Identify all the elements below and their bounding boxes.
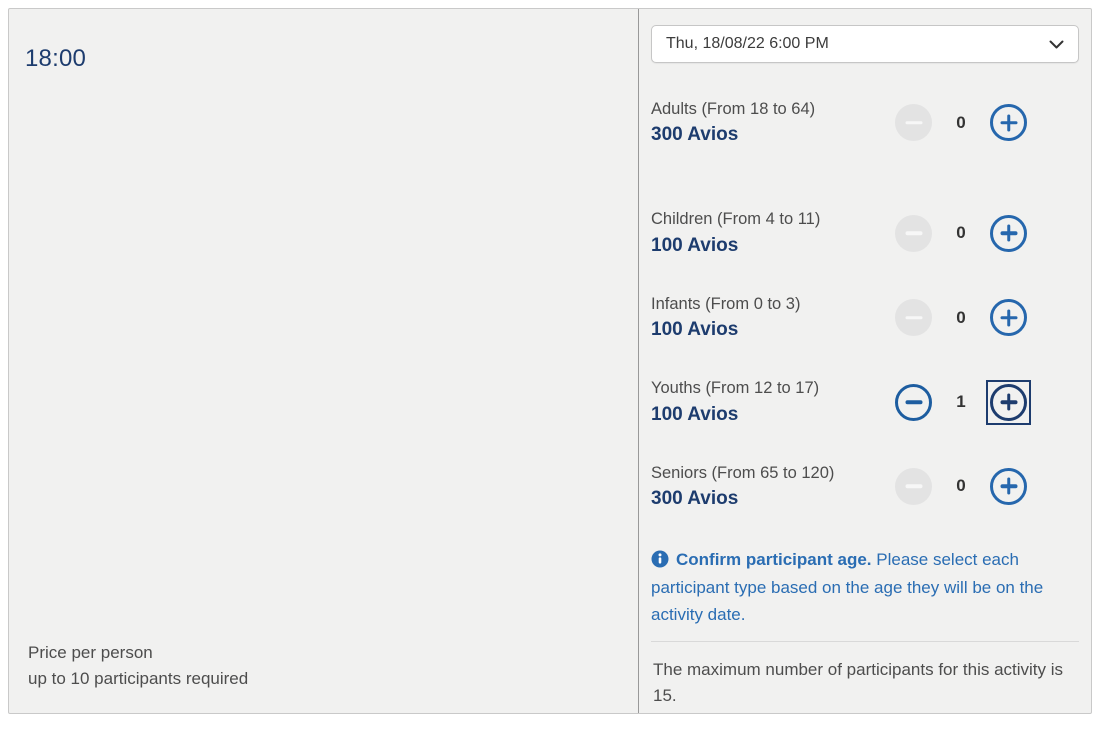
participants-required-label: up to 10 participants required: [28, 669, 249, 689]
participant-label: Children (From 4 to 11): [651, 210, 821, 229]
booking-slot-card: 18:00 Price per person up to 10 particip…: [8, 8, 1092, 714]
participant-row-youths: Youths (From 12 to 17) 100 Avios 1: [651, 378, 1031, 425]
participant-price: 100 Avios: [651, 319, 739, 341]
participant-selection-panel: Thu, 18/08/22 6:00 PM Adults (From 18 to…: [638, 9, 1091, 713]
participant-count: 1: [956, 392, 966, 412]
decrement-button[interactable]: [895, 383, 932, 421]
participant-stepper: 0: [895, 299, 1027, 337]
participant-stepper: 0: [895, 467, 1027, 505]
participant-row-seniors: Seniors (From 65 to 120) 300 Avios 0: [651, 463, 1027, 510]
price-per-person-label: Price per person: [28, 643, 153, 662]
participant-count: 0: [956, 223, 966, 243]
decrement-button[interactable]: [895, 299, 932, 337]
increment-button[interactable]: [990, 214, 1027, 252]
participant-stepper: 0: [895, 104, 1027, 142]
confirm-age-note-text: Please select each participant type base…: [651, 550, 1044, 625]
session-date-select-value: Thu, 18/08/22 6:00 PM: [666, 35, 829, 52]
increment-button[interactable]: [990, 383, 1027, 421]
participant-price: 100 Avios: [651, 234, 739, 256]
increment-button[interactable]: [990, 467, 1027, 505]
info-icon: [651, 550, 669, 568]
participant-label: Youths (From 12 to 17): [651, 379, 820, 398]
participant-count: 0: [956, 307, 966, 327]
participant-stepper: 0: [895, 214, 1027, 252]
confirm-age-note-bold: Confirm participant age.: [676, 550, 872, 570]
slot-time: 18:00: [25, 45, 87, 72]
slot-summary-panel: 18:00 Price per person up to 10 particip…: [9, 9, 638, 713]
participant-count: 0: [956, 112, 966, 132]
participant-row-adults: Adults (From 18 to 64) 300 Avios 0: [651, 99, 1027, 146]
price-note: Price per person up to 10 participants r…: [25, 625, 622, 697]
decrement-button[interactable]: [895, 104, 932, 142]
participant-price: 100 Avios: [651, 403, 739, 425]
session-date-select[interactable]: Thu, 18/08/22 6:00 PM: [651, 25, 1079, 63]
increment-button[interactable]: [990, 299, 1027, 337]
confirm-age-note: Confirm participant age. Please select e…: [651, 546, 1077, 629]
participant-row-infants: Infants (From 0 to 3) 100 Avios 0: [651, 294, 1027, 341]
participant-count: 0: [956, 476, 966, 496]
participant-price: 300 Avios: [651, 124, 739, 146]
participant-label: Adults (From 18 to 64): [651, 100, 816, 118]
participant-price: 300 Avios: [651, 488, 739, 510]
increment-button[interactable]: [990, 104, 1027, 142]
participant-stepper: 1: [895, 379, 1031, 425]
decrement-button[interactable]: [895, 467, 932, 505]
participant-label: Infants (From 0 to 3): [651, 294, 801, 313]
max-participants-note: The maximum number of participants for t…: [651, 641, 1079, 713]
participant-row-children: Children (From 4 to 11) 100 Avios 0: [651, 209, 1027, 256]
chevron-down-icon: [1049, 40, 1064, 48]
decrement-button[interactable]: [895, 214, 932, 252]
focus-ring: [986, 379, 1031, 425]
participant-label: Seniors (From 65 to 120): [651, 463, 835, 482]
